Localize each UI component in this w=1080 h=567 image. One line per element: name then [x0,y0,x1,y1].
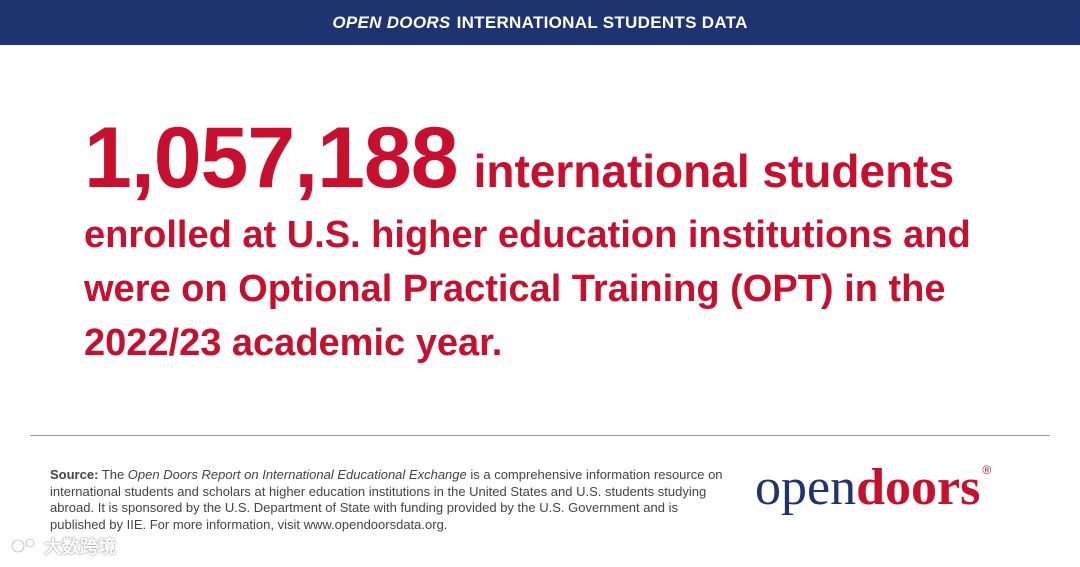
header-title: INTERNATIONAL STUDENTS DATA [456,12,748,32]
source-text-before: The [98,467,128,482]
logo-doors: doors [856,459,981,516]
source-text-after: is a comprehensive information resource … [50,467,723,532]
header-bar: OPEN DOORS INTERNATIONAL STUDENTS DATA [0,0,1080,45]
student-count: 1,057,188 [84,110,459,206]
logo-open: open [755,459,857,516]
source-label: Source: [50,467,99,482]
registered-mark: ® [982,463,992,477]
headline-line-3: were on Optional Practical Training (OPT… [84,268,946,310]
report-title: Open Doors Report on International Educa… [127,467,467,482]
watermark-icon [10,535,40,557]
headline-line-2: enrolled at U.S. higher education instit… [84,214,971,256]
headline-first-line: international students [473,145,955,197]
watermark: 大数跨境 [10,533,116,559]
opendoors-logo: opendoors ® [755,458,991,530]
divider [30,435,1050,436]
headline: 1,057,188 international students enrolle… [84,108,1044,370]
watermark-text: 大数跨境 [44,537,116,557]
headline-line-4: 2022/23 academic year. [84,322,503,364]
header-brand: OPEN DOORS [332,12,451,32]
source-note: Source: The Open Doors Report on Interna… [50,467,730,533]
headline-line-1: 1,057,188 international students [84,108,1044,208]
